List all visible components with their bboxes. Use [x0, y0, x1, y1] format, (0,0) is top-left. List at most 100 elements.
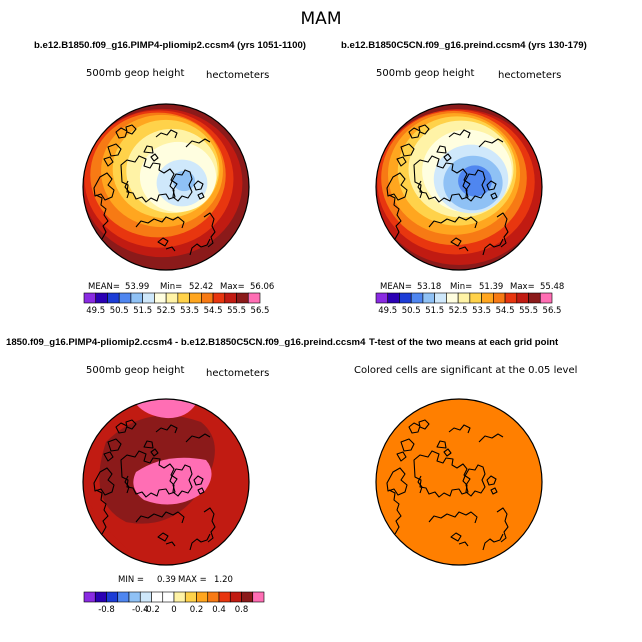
colorbar-panel-1-swatch-10: [201, 292, 214, 304]
panel-1-max-label: Max=: [220, 282, 245, 292]
colorbar-panel-2-swatch-5: [434, 292, 447, 304]
colorbar-panel-1-swatch-3: [118, 292, 132, 304]
colorbar-panel-2-swatch-13: [528, 292, 541, 304]
colorbar-panel-3-swatch-15: [252, 591, 265, 603]
map-panel-4-outline: [375, 398, 543, 566]
panel-1-max-value: 56.06: [250, 282, 275, 292]
panel-2-max-label: Max=: [510, 282, 535, 292]
map-panel-1: [83, 104, 249, 270]
map-panel-2-contour-band-9: [458, 165, 492, 197]
colorbar-panel-1-tick-label-1: 50.5: [110, 306, 129, 316]
colorbar-panel-1-tick-label-3: 52.5: [157, 306, 176, 316]
colorbar-panel-3-swatch-12: [218, 591, 231, 603]
panel-2-min-label: Min=: [450, 282, 473, 292]
panel-3-max-label: MAX =: [178, 575, 207, 585]
colorbar-panel-2-swatch-7: [457, 292, 471, 304]
colorbar-panel-2-swatch-2: [399, 292, 412, 304]
colorbar-panel-2-swatch-12: [516, 292, 529, 304]
colorbar-panel-3-tick-label-6: 0.8: [235, 605, 249, 615]
colorbar-panel-1-swatch-2: [107, 292, 120, 304]
map-panel-3: [83, 399, 249, 565]
map-panel-1-outline: [82, 103, 250, 271]
colorbar-panel-2-swatch-4: [422, 292, 435, 304]
colorbar-panel-2-tick-label-0: 49.5: [378, 306, 397, 316]
colorbar-panel-3-swatch-1: [94, 591, 107, 603]
map-panel-2-outline: [375, 103, 543, 271]
colorbar-panel-3-swatch-11: [207, 591, 220, 603]
panel-1-units-label: hectometers: [206, 70, 270, 81]
panel-1-min-value: 52.42: [189, 282, 214, 292]
colorbar-panel-2-swatch-1: [387, 292, 400, 304]
panel-3-title: 1850.f09_g16.PIMP4-pliomip2.ccsm4 - b.e1…: [6, 337, 366, 348]
map-panel-3-band-pink: [133, 457, 212, 505]
panel-2-mean-value: 53.18: [417, 282, 442, 292]
map-panel-3-outline: [82, 398, 250, 566]
panel-2-max-value: 55.48: [540, 282, 565, 292]
colorbar-panel-2-swatch-8: [469, 292, 482, 304]
colorbar-panel-3-tick-label-4: 0.2: [190, 605, 204, 615]
panel-2-title: b.e12.B1850C5CN.f09_g16.preind.ccsm4 (yr…: [341, 40, 587, 51]
panel-2-min-value: 51.39: [479, 282, 504, 292]
panel-2-variable-label: 500mb geop height: [376, 68, 475, 79]
panel-1-mean-label: MEAN=: [88, 282, 120, 292]
colorbar-panel-1-tick-label-7: 56.5: [251, 306, 270, 316]
colorbar-panel-1-swatch-1: [95, 292, 108, 304]
colorbar-panel-2-tick-label-6: 55.5: [519, 306, 538, 316]
colorbar-panel-1-tick-label-6: 55.5: [227, 306, 246, 316]
colorbar-panel-2-swatch-10: [493, 292, 506, 304]
colorbar-panel-3-swatch-13: [229, 591, 242, 603]
colorbar-panel-2-swatch-11: [504, 292, 518, 304]
panel-2-units-label: hectometers: [498, 70, 562, 81]
colorbar-panel-2-swatch-9: [481, 292, 494, 304]
colorbar-panel-2-tick-label-7: 56.5: [543, 306, 562, 316]
colorbar-panel-3-swatch-8: [173, 591, 186, 603]
colorbar-panel-1-swatch-11: [212, 292, 226, 304]
colorbar-panel-2-swatch-14: [539, 292, 553, 304]
panel-3-min-label: MIN =: [118, 575, 145, 585]
colorbar-panel-1-swatch-4: [130, 292, 143, 304]
panel-1-variable-label: 500mb geop height: [86, 68, 185, 79]
colorbar-panel-1-swatch-12: [224, 292, 237, 304]
panel-1-min-label: Min=: [160, 282, 183, 292]
colorbar-panel-2-tick-label-2: 51.5: [425, 306, 444, 316]
panel-1-mean-value: 53.99: [125, 282, 150, 292]
panel-4-significance-note: Colored cells are significant at the 0.0…: [354, 365, 578, 376]
colorbar-panel-1-swatch-7: [165, 292, 179, 304]
colorbar-panel-1-swatch-14: [247, 292, 261, 304]
panel-3-variable-label: 500mb geop height: [86, 365, 185, 376]
colorbar-panel-1-swatch-5: [142, 292, 155, 304]
panel-1-title: b.e12.B1850.f09_g16.PIMP4-pliomip2.ccsm4…: [34, 40, 306, 51]
colorbar-panel-1-tick-label-4: 53.5: [180, 306, 199, 316]
colorbar-panel-2-tick-label-3: 52.5: [449, 306, 468, 316]
colorbar-panel-3-tick-label-0: -0.8: [98, 605, 115, 615]
colorbar-panel-2-tick-label-5: 54.5: [496, 306, 515, 316]
colorbar-panel-3-swatch-7: [162, 591, 175, 603]
colorbar-panel-2-tick-label-1: 50.5: [402, 306, 421, 316]
colorbar-panel-3-tick-label-1: -0.4: [132, 605, 149, 615]
colorbar-panel-2-tick-label-4: 53.5: [472, 306, 491, 316]
figure-title: MAM: [300, 9, 342, 29]
colorbar-panel-1-tick-label-0: 49.5: [86, 306, 105, 316]
colorbar-panel-1-swatch-13: [236, 292, 249, 304]
colorbar-panel-2-swatch-0: [375, 292, 389, 304]
panel-2-mean-label: MEAN=: [380, 282, 412, 292]
colorbar-panel-1-swatch-9: [189, 292, 202, 304]
colorbar-panel-1-tick-label-2: 51.5: [133, 306, 152, 316]
map-panel-2: [376, 104, 542, 270]
colorbar-panel-3-swatch-6: [151, 591, 164, 603]
panel-4-title: T-test of the two means at each grid poi…: [369, 337, 559, 348]
colorbar-panel-2-swatch-3: [410, 292, 424, 304]
colorbar-panel-1-tick-label-5: 54.5: [204, 306, 223, 316]
panel-3-min-value: 0.39: [157, 575, 176, 585]
colorbar-panel-1-swatch-6: [154, 292, 167, 304]
colorbar-panel-3-swatch-14: [241, 591, 254, 603]
colorbar-panel-2-swatch-6: [446, 292, 459, 304]
colorbar-panel-3-tick-label-5: 0.4: [212, 605, 226, 615]
map-panel-4: [376, 399, 542, 565]
colorbar-panel-3-swatch-10: [196, 591, 209, 603]
colorbar-panel-3-tick-label-2: -0.2: [143, 605, 160, 615]
panel-3-max-value: 1.20: [214, 575, 233, 585]
colorbar-panel-3-swatch-0: [83, 591, 96, 603]
colorbar-panel-3-tick-label-3: 0: [171, 605, 176, 615]
colorbar-panel-1-swatch-0: [83, 292, 97, 304]
